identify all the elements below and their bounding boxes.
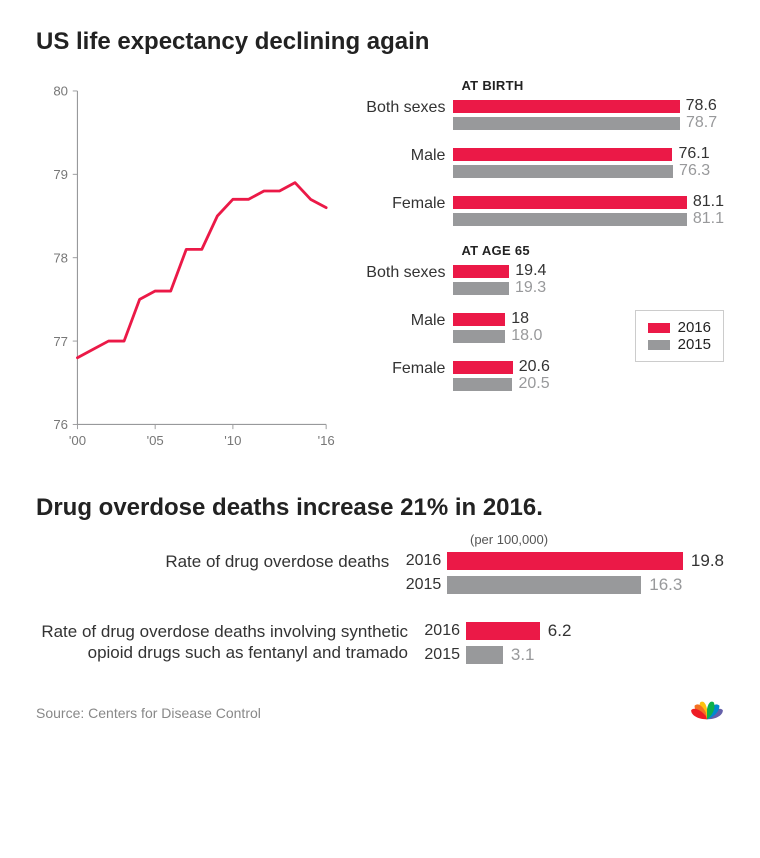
group-header: AT AGE 65 [461,243,724,258]
bar-value: 76.1 [678,145,709,163]
bar-value: 19.3 [515,279,546,297]
bar-row-label: Both sexes [361,99,453,117]
drug-row: Rate of drug overdose deaths2016 19.8 2015… [36,551,724,599]
drug-bar-value: 3.1 [511,645,535,665]
title-life-expectancy: US life expectancy declining again [36,28,724,56]
drug-year-label: 2015 [397,576,441,594]
bar-value: 78.7 [686,114,717,132]
bar-row-label: Male [361,147,453,165]
bar-rect [453,213,686,226]
nbc-logo-icon [690,695,724,721]
source-text: Source: Centers for Disease Control [36,705,261,721]
bar-value: 81.1 [693,193,724,211]
title-drug-overdose: Drug overdose deaths increase 21% in 201… [36,494,724,522]
svg-text:80: 80 [53,84,68,99]
svg-text:79: 79 [53,167,68,182]
bar-row: Both sexes 78.678.7 [361,99,724,133]
legend: 2016 2015 [635,310,724,362]
drug-year-label: 2016 [416,622,460,640]
top-row: 76 77 78 79 80 '00 '05 '10 '16 2016 2015 AT BIRT… [36,74,724,464]
bar-value: 19.4 [515,262,546,280]
bar-value: 76.3 [679,162,710,180]
drug-bar-rect [466,622,540,640]
svg-text:'16: '16 [318,433,335,448]
svg-text:'05: '05 [147,433,164,448]
bar-rect [453,165,673,178]
drug-row-label: Rate of drug overdose deaths involving s… [36,621,416,664]
svg-text:78: 78 [53,250,68,265]
per-100k-note: (per 100,000) [470,532,724,547]
drug-bar-value: 19.8 [691,551,724,571]
bar-rect [453,378,512,391]
bar-row: Both sexes 19.419.3 [361,264,724,298]
bar-value: 18.0 [511,327,542,345]
bar-rect [453,313,505,326]
drug-bar-rect [447,552,683,570]
drug-row: Rate of drug overdose deaths involving s… [36,621,724,669]
bar-value: 81.1 [693,210,724,228]
bar-value: 78.6 [686,97,717,115]
svg-text:77: 77 [53,334,68,349]
bar-row-label: Both sexes [361,264,453,282]
bar-value: 20.6 [519,358,550,376]
legend-label-2015: 2015 [678,336,711,353]
bar-rect [453,100,679,113]
svg-text:'00: '00 [69,433,86,448]
legend-swatch-2015 [648,340,670,350]
bar-rect [453,330,505,343]
bar-row-label: Male [361,312,453,330]
bar-row: Female 81.181.1 [361,195,724,229]
drug-bar-rect [447,576,641,594]
drug-row-label: Rate of drug overdose deaths [36,551,397,572]
bar-row: Female 20.620.5 [361,360,724,394]
bar-rect [453,117,680,130]
svg-text:'10: '10 [224,433,241,448]
bar-row: Male 76.176.3 [361,147,724,181]
life-expectancy-bars: 2016 2015 AT BIRTH Both sexes 78.678.7 Male… [361,74,724,464]
drug-overdose-bars: Rate of drug overdose deaths201619.82015… [36,551,724,669]
drug-bar-value: 16.3 [649,575,682,595]
bar-row-label: Female [361,195,453,213]
drug-year-label: 2016 [397,552,441,570]
bar-rect [453,265,509,278]
bar-rect [453,282,509,295]
bar-value: 18 [511,310,529,328]
drug-bar-value: 6.2 [548,621,572,641]
svg-text:76: 76 [53,417,68,432]
legend-swatch-2016 [648,323,670,333]
bar-row-label: Female [361,360,453,378]
bar-rect [453,361,512,374]
life-expectancy-line-chart: 76 77 78 79 80 '00 '05 '10 '16 [36,74,337,464]
legend-label-2016: 2016 [678,319,711,336]
group-header: AT BIRTH [461,78,724,93]
bar-rect [453,196,686,209]
drug-bar-rect [466,646,503,664]
bar-value: 20.5 [518,375,549,393]
bar-rect [453,148,672,161]
drug-year-label: 2015 [416,646,460,664]
